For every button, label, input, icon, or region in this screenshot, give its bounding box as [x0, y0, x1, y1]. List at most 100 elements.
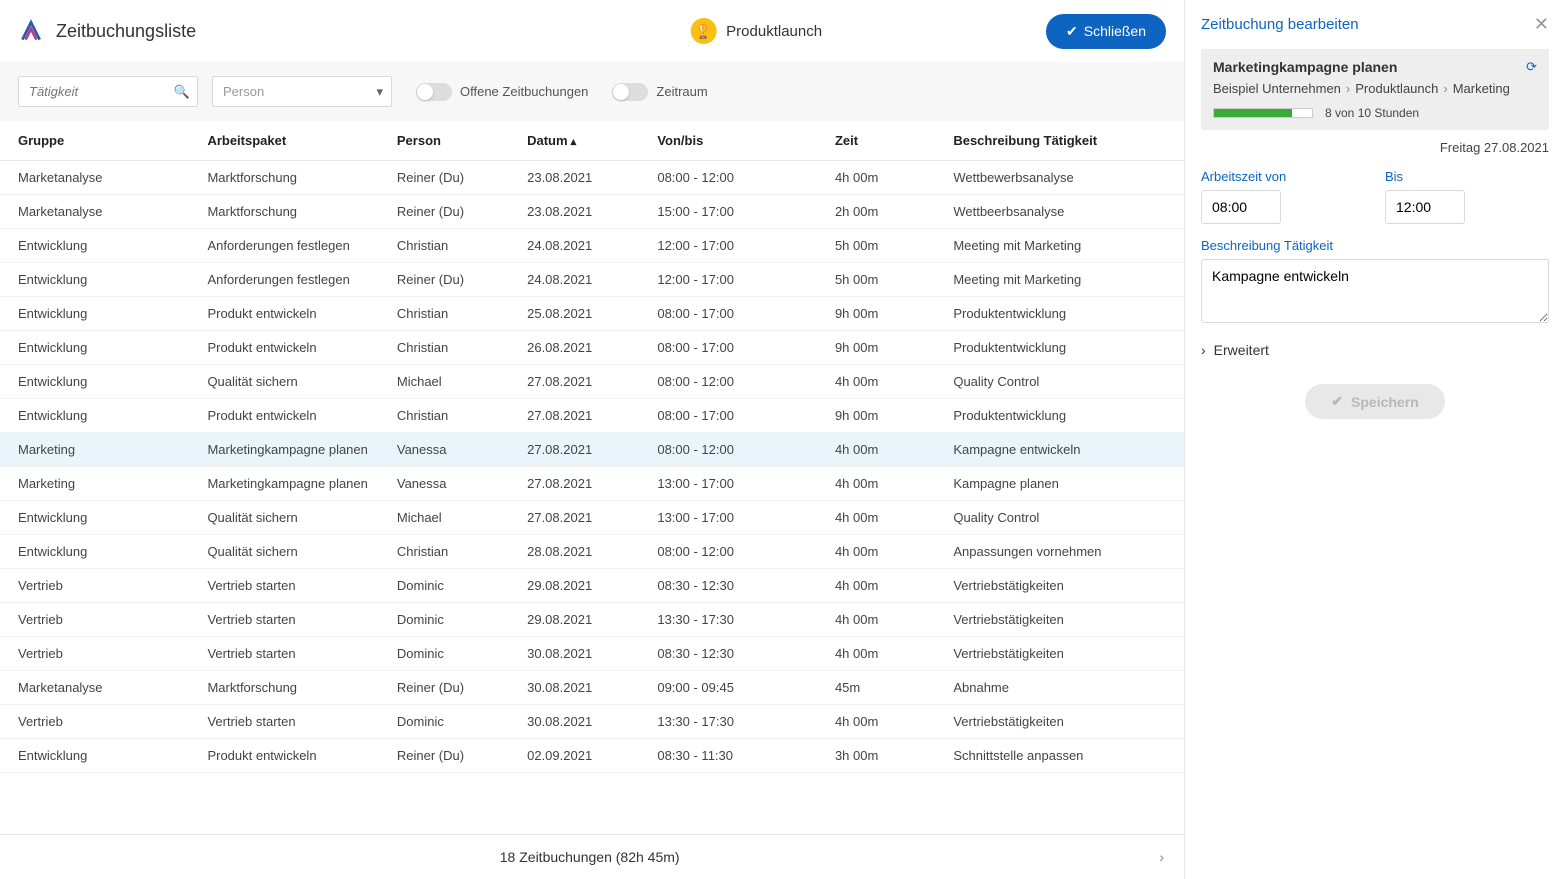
- table-cell: 27.08.2021: [509, 399, 639, 433]
- chevron-right-icon[interactable]: ›: [1159, 849, 1164, 865]
- table-cell: Anforderungen festlegen: [189, 229, 378, 263]
- save-button[interactable]: ✔ Speichern: [1305, 384, 1444, 419]
- table-cell: 30.08.2021: [509, 637, 639, 671]
- sidebar-title: Zeitbuchung bearbeiten: [1201, 16, 1359, 33]
- advanced-expander[interactable]: › Erweitert: [1201, 342, 1549, 358]
- table-cell: Vertriebstätigkeiten: [935, 705, 1184, 739]
- column-header[interactable]: Von/bis: [639, 121, 817, 161]
- project-badge: 🏆 Produktlaunch: [690, 18, 822, 44]
- table-row[interactable]: MarketingMarketingkampagne planenVanessa…: [0, 467, 1184, 501]
- column-header[interactable]: Datum: [509, 121, 639, 161]
- column-header[interactable]: Zeit: [817, 121, 935, 161]
- table-cell: Produktentwicklung: [935, 331, 1184, 365]
- table-cell: Entwicklung: [0, 263, 189, 297]
- table-row[interactable]: EntwicklungQualität sichernChristian28.0…: [0, 535, 1184, 569]
- table-row[interactable]: EntwicklungQualität sichernMichael27.08.…: [0, 365, 1184, 399]
- table-row[interactable]: MarketanalyseMarktforschungReiner (Du)30…: [0, 671, 1184, 705]
- table-cell: Dominic: [379, 637, 509, 671]
- table-cell: Reiner (Du): [379, 161, 509, 195]
- column-header[interactable]: Gruppe: [0, 121, 189, 161]
- footer-bar: 18 Zeitbuchungen (82h 45m) ›: [0, 834, 1184, 879]
- table-cell: Marktforschung: [189, 161, 378, 195]
- table-row[interactable]: EntwicklungProdukt entwickelnChristian26…: [0, 331, 1184, 365]
- table-cell: Kampagne planen: [935, 467, 1184, 501]
- table-cell: Produktentwicklung: [935, 399, 1184, 433]
- table-cell: 30.08.2021: [509, 671, 639, 705]
- period-label: Zeitraum: [656, 84, 707, 99]
- person-select-placeholder: Person: [223, 84, 264, 99]
- table-row[interactable]: EntwicklungProdukt entwickelnChristian27…: [0, 399, 1184, 433]
- description-textarea[interactable]: [1201, 259, 1549, 323]
- task-info-box: Marketingkampagne planen ⟳ Beispiel Unte…: [1201, 49, 1549, 130]
- page-title: Zeitbuchungsliste: [56, 21, 196, 42]
- table-cell: Vertrieb starten: [189, 705, 378, 739]
- table-cell: 08:30 - 12:30: [639, 637, 817, 671]
- table-row[interactable]: VertriebVertrieb startenDominic29.08.202…: [0, 603, 1184, 637]
- table-row[interactable]: VertriebVertrieb startenDominic30.08.202…: [0, 705, 1184, 739]
- table-cell: Entwicklung: [0, 739, 189, 773]
- table-row[interactable]: VertriebVertrieb startenDominic29.08.202…: [0, 569, 1184, 603]
- table-row[interactable]: EntwicklungProdukt entwickelnChristian25…: [0, 297, 1184, 331]
- activity-search-input[interactable]: [18, 76, 198, 107]
- table-cell: 02.09.2021: [509, 739, 639, 773]
- table-row[interactable]: EntwicklungAnforderungen festlegenReiner…: [0, 263, 1184, 297]
- table-cell: Vertrieb starten: [189, 603, 378, 637]
- table-cell: Entwicklung: [0, 229, 189, 263]
- table-cell: Produkt entwickeln: [189, 331, 378, 365]
- table-cell: Reiner (Du): [379, 739, 509, 773]
- table-row[interactable]: EntwicklungAnforderungen festlegenChrist…: [0, 229, 1184, 263]
- breadcrumb-item[interactable]: Marketing: [1453, 81, 1510, 96]
- table-cell: Entwicklung: [0, 331, 189, 365]
- to-label: Bis: [1385, 169, 1549, 184]
- person-select[interactable]: Person: [212, 76, 392, 107]
- table-cell: 9h 00m: [817, 297, 935, 331]
- table-cell: 13:00 - 17:00: [639, 501, 817, 535]
- table-cell: Christian: [379, 331, 509, 365]
- table-cell: Produkt entwickeln: [189, 399, 378, 433]
- from-time-input[interactable]: [1201, 190, 1281, 224]
- breadcrumb-item[interactable]: Produktlaunch: [1355, 81, 1438, 96]
- table-cell: Vertrieb: [0, 637, 189, 671]
- close-icon[interactable]: ✕: [1534, 14, 1549, 35]
- table-cell: 27.08.2021: [509, 365, 639, 399]
- table-row[interactable]: EntwicklungQualität sichernMichael27.08.…: [0, 501, 1184, 535]
- table-cell: 29.08.2021: [509, 569, 639, 603]
- table-cell: 4h 00m: [817, 705, 935, 739]
- table-cell: Wettbeerbsanalyse: [935, 195, 1184, 229]
- table-cell: 45m: [817, 671, 935, 705]
- app-logo-icon: [18, 18, 44, 44]
- table-cell: Qualität sichern: [189, 365, 378, 399]
- table-row[interactable]: EntwicklungProdukt entwickelnReiner (Du)…: [0, 739, 1184, 773]
- to-time-input[interactable]: [1385, 190, 1465, 224]
- table-cell: Dominic: [379, 569, 509, 603]
- column-header[interactable]: Arbeitspaket: [189, 121, 378, 161]
- table-cell: 08:00 - 12:00: [639, 365, 817, 399]
- table-cell: Entwicklung: [0, 365, 189, 399]
- table-cell: Christian: [379, 399, 509, 433]
- close-button[interactable]: ✔ Schließen: [1046, 14, 1166, 49]
- period-toggle[interactable]: [612, 83, 648, 101]
- column-header[interactable]: Beschreibung Tätigkeit: [935, 121, 1184, 161]
- table-row[interactable]: MarketanalyseMarktforschungReiner (Du)23…: [0, 161, 1184, 195]
- table-cell: Entwicklung: [0, 399, 189, 433]
- table-cell: Vertriebstätigkeiten: [935, 603, 1184, 637]
- refresh-icon[interactable]: ⟳: [1526, 59, 1537, 75]
- table-cell: 3h 00m: [817, 739, 935, 773]
- table-cell: 4h 00m: [817, 467, 935, 501]
- column-header[interactable]: Person: [379, 121, 509, 161]
- table-cell: Abnahme: [935, 671, 1184, 705]
- table-cell: Marketanalyse: [0, 671, 189, 705]
- breadcrumb-item[interactable]: Beispiel Unternehmen: [1213, 81, 1341, 96]
- table-cell: 4h 00m: [817, 637, 935, 671]
- footer-summary: 18 Zeitbuchungen (82h 45m): [500, 849, 680, 865]
- table-cell: 4h 00m: [817, 161, 935, 195]
- table-cell: 13:30 - 17:30: [639, 705, 817, 739]
- table-cell: Anforderungen festlegen: [189, 263, 378, 297]
- booking-date: Freitag 27.08.2021: [1201, 140, 1549, 155]
- table-cell: Produktentwicklung: [935, 297, 1184, 331]
- open-bookings-toggle[interactable]: [416, 83, 452, 101]
- table-row[interactable]: MarketanalyseMarktforschungReiner (Du)23…: [0, 195, 1184, 229]
- table-row[interactable]: MarketingMarketingkampagne planenVanessa…: [0, 433, 1184, 467]
- search-icon[interactable]: 🔍: [174, 84, 190, 100]
- table-row[interactable]: VertriebVertrieb startenDominic30.08.202…: [0, 637, 1184, 671]
